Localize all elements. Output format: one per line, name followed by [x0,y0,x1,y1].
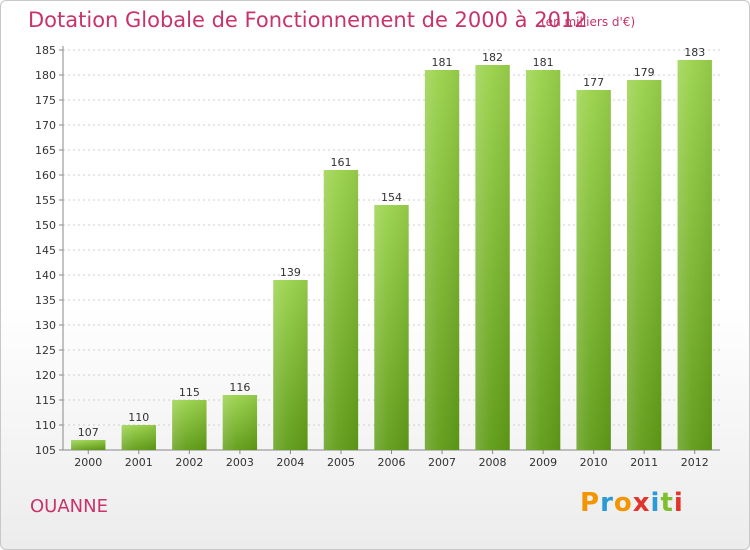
y-tick-label: 155 [35,194,56,207]
y-tick-label: 145 [35,244,56,257]
data-label-2002: 115 [179,386,200,399]
logo-letter: i [650,488,661,518]
y-tick-label: 175 [35,94,56,107]
data-label-2001: 110 [128,411,149,424]
data-label-2007: 181 [432,56,453,69]
chart-unit: (en milliers d'€) [541,15,636,29]
logo-letter: t [660,488,674,518]
bar-shine-2011 [627,80,662,450]
bar-shine-2010 [576,90,611,450]
bar-shine-2001 [121,425,156,450]
y-tick-label: 170 [35,119,56,132]
data-label-2009: 181 [533,56,554,69]
x-tick-label: 2003 [226,456,254,469]
bar-shine-2012 [677,60,712,450]
x-tick-label: 2011 [630,456,658,469]
logo-letter: r [600,488,614,518]
data-label-2006: 154 [381,191,402,204]
bar-shine-2006 [374,205,409,450]
y-tick-labels: 105 110 115 120 125 130 135 140 145 150 155 160 165 1… [35,44,56,457]
y-tick-label: 120 [35,369,56,382]
y-tick-label: 130 [35,319,56,332]
x-tick-label: 2004 [276,456,304,469]
x-tick-label: 2010 [580,456,608,469]
x-tick-label: 2009 [529,456,557,469]
y-tick-label: 165 [35,144,56,157]
logo-letter: P [580,488,601,518]
bars [71,60,712,450]
commune-name: OUANNE [30,496,108,517]
logo-letter: x [632,488,651,518]
x-tick-label: 2006 [378,456,406,469]
data-label-2003: 116 [229,381,250,394]
data-label-2004: 139 [280,266,301,279]
data-label-2000: 107 [78,426,99,439]
bar-shine-2007 [424,70,460,450]
data-label-2011: 179 [634,66,655,79]
bar-shine-2004 [273,280,308,450]
bar-shine-2002 [172,400,207,450]
y-tick-label: 160 [35,169,56,182]
x-tick-label: 2012 [681,456,709,469]
x-tick-label: 2005 [327,456,355,469]
data-label-2012: 183 [684,46,705,59]
bar-shine-2000 [71,440,106,450]
data-label-2010: 177 [583,76,604,89]
logo-letter: o [613,488,633,518]
x-tick-label: 2007 [428,456,456,469]
y-tick-label: 185 [35,44,56,57]
x-tick-label: 2008 [479,456,507,469]
y-tick-label: 125 [35,344,56,357]
y-tick-label: 110 [35,419,56,432]
data-label-2005: 161 [330,156,351,169]
y-tick-label: 140 [35,269,56,282]
data-label-2008: 182 [482,51,503,64]
bar-shine-2005 [323,170,359,450]
chart-title: Dotation Globale de Fonctionnement de 20… [28,8,588,32]
y-tick-label: 105 [35,444,56,457]
proxiti-logo: Proxiti [580,488,684,518]
bar-shine-2008 [475,65,510,450]
x-tick-label: 2000 [74,456,102,469]
logo-letter: i [673,488,684,518]
y-tick-label: 150 [35,219,56,232]
bar-shine-2003 [222,395,258,450]
y-tick-label: 135 [35,294,56,307]
x-tick-label: 2001 [125,456,153,469]
y-tick-label: 115 [35,394,56,407]
x-tick-label: 2002 [175,456,203,469]
x-tick-labels: 2000 2001 2002 2003 2004 2005 2006 2007 2008 2009… [74,456,708,469]
bar-shine-2009 [525,70,561,450]
data-labels: 107 110 115 116 139 161 154 181 182 181 177 179 183 [78,46,705,439]
y-tick-label: 180 [35,69,56,82]
